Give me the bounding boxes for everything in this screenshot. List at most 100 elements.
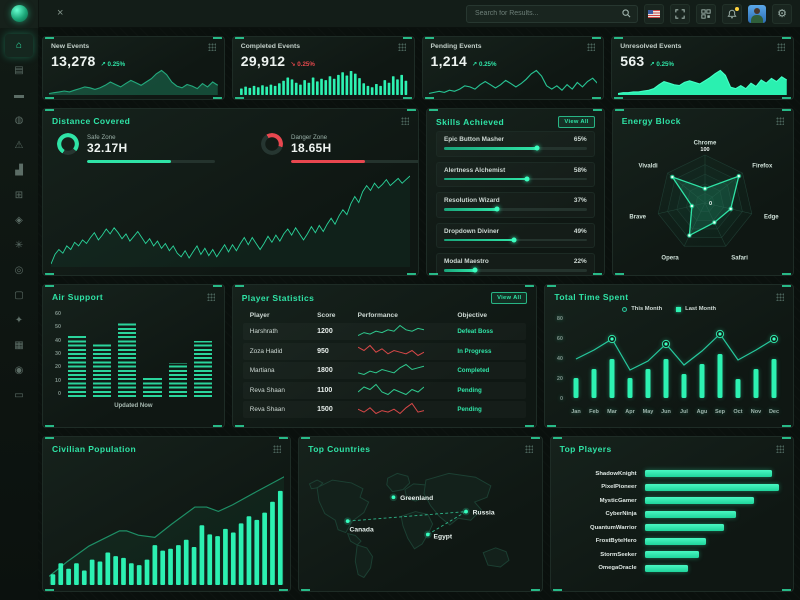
sidebar-item-inventory[interactable]: ◈	[5, 209, 33, 232]
map-marker-russia[interactable]: Russia	[462, 507, 495, 517]
skill-slider-knob[interactable]	[524, 176, 530, 182]
player-score: 1500	[317, 406, 333, 413]
top-player-row: OmegaOracle	[561, 564, 783, 572]
row-3: Air Support 60 50 40 30 20 10 0 Updated Now Pl…	[42, 284, 794, 428]
view-all-button[interactable]: View All	[558, 116, 595, 128]
sidebar-item-browser[interactable]: ◍	[5, 109, 33, 132]
air-tick: 60	[55, 311, 61, 317]
drag-grid-icon[interactable]	[207, 43, 216, 51]
search-icon[interactable]	[622, 9, 631, 18]
top-player-name: PixelPioneer	[601, 484, 637, 490]
sidebar-item-missions[interactable]: ✦	[5, 309, 33, 332]
skill-slider[interactable]	[444, 206, 587, 212]
table-row[interactable]: Zoza Hadid 950 In Progress	[243, 343, 527, 360]
skill-slider-knob[interactable]	[472, 267, 478, 273]
skill-slider-knob[interactable]	[534, 145, 540, 151]
sidebar-item-apps[interactable]: ⊞	[5, 184, 33, 207]
view-all-button[interactable]: View All	[491, 292, 528, 304]
distance-zones: Safe Zone 32.17H Danger Zone 18.65H	[43, 129, 419, 163]
sidebar-item-location[interactable]: ◉	[5, 359, 33, 382]
stat-mini-chart	[618, 69, 787, 95]
user-avatar[interactable]	[748, 4, 766, 23]
drag-grid-icon[interactable]	[587, 43, 596, 51]
search-input[interactable]	[473, 9, 618, 18]
skill-label: Alertness Alchemist	[444, 166, 506, 174]
documents-icon: ▤	[14, 65, 24, 76]
language-flag-icon[interactable]	[644, 3, 664, 24]
skill-slider-fill	[444, 177, 527, 180]
legend-label: Last Month	[685, 306, 717, 312]
drag-grid-icon[interactable]	[777, 43, 785, 51]
stat-cards-row: New Events 13,278 ↗ 0.25% Completed Events 2…	[42, 36, 794, 100]
sidebar-item-settings[interactable]: ✳	[5, 234, 33, 257]
svg-text:20: 20	[557, 376, 563, 382]
sidebar-item-wallet[interactable]: ▬	[5, 84, 33, 107]
stat-title: Unresolved Events	[620, 43, 682, 50]
player-name: Martiana	[249, 367, 275, 374]
skill-percent: 58%	[573, 166, 587, 174]
table-row[interactable]: Martiana 1800 Completed	[243, 362, 527, 379]
skill-slider[interactable]	[444, 267, 587, 273]
top-player-row: StormSeeker	[561, 551, 783, 558]
settings-gear-icon[interactable]: ⚙	[772, 3, 792, 24]
fullscreen-icon[interactable]	[670, 3, 690, 24]
table-row[interactable]: Harshrath 1200 Defeat Boss	[243, 323, 527, 340]
app-logo[interactable]	[0, 0, 39, 28]
sidebar-item-alerts[interactable]: ⚠	[5, 134, 33, 157]
sidebar-item-documents[interactable]: ▤	[5, 59, 33, 82]
card-title: Energy Block	[621, 116, 681, 126]
skill-percent: 22%	[573, 258, 587, 265]
achievements-icon: ◎	[14, 265, 24, 276]
apps-grid-icon[interactable]	[696, 3, 716, 24]
drag-grid-icon[interactable]	[776, 117, 784, 125]
row-2: Distance Covered Safe Zone 32.17H Danger Z…	[42, 108, 794, 276]
player-objective: Pending	[457, 406, 482, 413]
card-title: Air Support	[52, 292, 104, 302]
sidebar-item-analytics[interactable]: ▟	[5, 159, 33, 182]
notifications-bell-icon[interactable]	[722, 3, 742, 24]
top-player-row: CyberNinja	[561, 510, 783, 518]
sidebar-item-achievements[interactable]: ◎	[5, 259, 33, 282]
close-icon[interactable]: ×	[57, 7, 64, 19]
skill-slider[interactable]	[444, 176, 587, 182]
top-player-name: StormSeeker	[600, 551, 637, 558]
drag-grid-icon[interactable]	[397, 43, 406, 51]
skill-slider[interactable]	[444, 237, 587, 243]
sidebar-item-files[interactable]: ▢	[5, 284, 33, 307]
air-bar	[168, 362, 187, 397]
skill-slider[interactable]	[444, 145, 587, 151]
column-header: Objective	[457, 312, 488, 319]
drag-grid-icon[interactable]	[524, 445, 533, 453]
performance-sparkline	[357, 324, 458, 339]
player-name: Reva Shaan	[249, 406, 285, 413]
map-marker-canada[interactable]: Canada	[344, 517, 374, 534]
skill-slider-knob[interactable]	[511, 237, 517, 243]
player-objective: In Progress	[457, 347, 492, 355]
air-support-chart: 60 50 40 30 20 10 0	[43, 305, 224, 397]
sidebar-item-home[interactable]: ⌂	[5, 34, 33, 57]
table-row[interactable]: Reva Shaan 1500 Pending	[243, 401, 527, 418]
wallet-icon: ▬	[14, 90, 24, 101]
map-marker-egypt[interactable]: Egypt	[424, 530, 453, 541]
table-row[interactable]: Reva Shaan 1100 Pending	[243, 382, 527, 399]
drag-grid-icon[interactable]	[206, 293, 215, 301]
distance-covered-card: Distance Covered Safe Zone 32.17H Danger Z…	[42, 108, 420, 276]
top-player-bar	[644, 497, 754, 504]
drag-grid-icon[interactable]	[775, 293, 784, 301]
drag-grid-icon[interactable]	[776, 445, 785, 453]
sidebar-item-grid[interactable]: ▦	[5, 334, 33, 357]
skill-slider-knob[interactable]	[494, 206, 500, 212]
player-name: Zoza Hadid	[249, 347, 283, 355]
player-name: Reva Shaan	[249, 386, 285, 394]
zone-value: 18.65H	[291, 140, 332, 155]
air-bar	[118, 322, 137, 397]
inventory-icon: ◈	[15, 215, 23, 226]
search-box[interactable]	[466, 4, 638, 23]
drag-grid-icon[interactable]	[273, 445, 282, 453]
drag-grid-icon[interactable]	[401, 117, 410, 125]
svg-text:Chrome: Chrome	[693, 141, 716, 147]
main-content: New Events 13,278 ↗ 0.25% Completed Events 2…	[38, 28, 800, 600]
stat-mini-chart	[428, 69, 598, 95]
map-marker-greenland[interactable]: Greenland	[389, 493, 434, 502]
sidebar-item-storage[interactable]: ▭	[5, 384, 33, 407]
